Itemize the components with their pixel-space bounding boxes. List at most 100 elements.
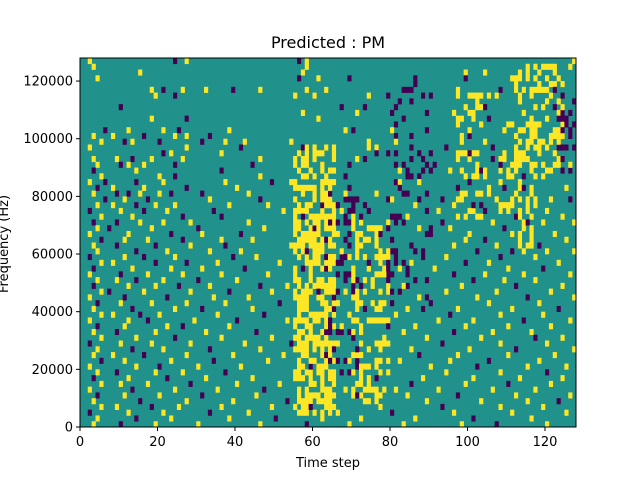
heatmap-cell — [386, 340, 391, 347]
heatmap-cell — [409, 380, 414, 387]
heatmap-cell — [207, 132, 213, 140]
heatmap-cell — [211, 357, 216, 364]
plot-frame — [79, 57, 577, 428]
heatmap-cell — [386, 248, 391, 255]
heatmap-cell — [366, 398, 371, 405]
heatmap-cell — [328, 179, 333, 186]
heatmap-cell — [533, 196, 538, 203]
heatmap-cell — [118, 380, 123, 387]
heatmap-cell — [324, 213, 329, 220]
heatmap-cell — [328, 375, 333, 382]
heatmap-cell — [459, 190, 464, 197]
heatmap-cell — [378, 305, 383, 312]
heatmap-cell — [328, 305, 333, 312]
heatmap-cell — [316, 277, 321, 284]
heatmap-cell — [281, 207, 286, 214]
heatmap-cell — [161, 277, 166, 284]
heatmap-cell — [444, 144, 449, 151]
heatmap-cell — [459, 167, 464, 174]
heatmap-cell — [502, 184, 507, 191]
heatmap-cell — [114, 403, 120, 411]
heatmap-cell — [138, 398, 143, 405]
heatmap-cell — [126, 190, 131, 197]
heatmap-cell — [95, 300, 100, 307]
heatmap-cell — [331, 254, 337, 261]
heatmap-cell — [374, 254, 379, 261]
y-axis: 0 20000 40000 60000 80000 100000 120000 — [23, 75, 80, 436]
heatmap-cell — [463, 150, 468, 157]
heatmap-cell — [366, 386, 371, 393]
heatmap-cell — [308, 403, 313, 411]
heatmap-cell — [397, 213, 402, 220]
heatmap-cell — [134, 277, 139, 284]
heatmap-cell — [409, 346, 414, 353]
heatmap-cell — [328, 317, 333, 324]
heatmap-cell — [331, 403, 337, 411]
heatmap-cell — [269, 403, 275, 411]
heatmap-cell — [521, 109, 526, 116]
heatmap-cell — [560, 127, 565, 134]
heatmap-cell — [370, 317, 375, 324]
heatmap-cell — [351, 294, 356, 301]
heatmap-cell — [118, 207, 123, 214]
heatmap-cell — [498, 86, 503, 93]
heatmap-cell — [320, 282, 325, 289]
heatmap-cell — [320, 352, 325, 359]
heatmap-cell — [324, 179, 329, 186]
heatmap-cell — [378, 346, 383, 353]
heatmap-cell — [537, 150, 542, 157]
heatmap-cell — [111, 352, 116, 359]
heatmap-cell — [351, 207, 356, 214]
heatmap-cell — [405, 392, 410, 399]
heatmap-cell — [382, 317, 387, 324]
heatmap-cell — [552, 69, 557, 76]
heatmap-cell — [227, 288, 232, 295]
heatmap-cell — [351, 202, 356, 209]
heatmap-cell — [347, 230, 352, 238]
heatmap-cell — [297, 207, 302, 214]
heatmap-cell — [149, 300, 154, 307]
heatmap-cell — [479, 104, 484, 111]
heatmap-cell — [297, 219, 302, 226]
heatmap-cell — [545, 421, 550, 428]
heatmap-cell — [324, 219, 329, 226]
heatmap-cell — [374, 225, 379, 232]
heatmap-cell — [304, 409, 309, 416]
heatmap-cell — [421, 92, 426, 99]
heatmap-cell — [173, 386, 178, 393]
heatmap-cell — [161, 409, 166, 416]
heatmap-cell — [328, 184, 333, 191]
heatmap-cell — [552, 86, 557, 93]
heatmap-cell — [246, 409, 251, 416]
heatmap-cell — [297, 305, 302, 312]
heatmap-cell — [142, 352, 147, 359]
heatmap-cell — [173, 305, 178, 312]
heatmap-cell — [521, 173, 526, 180]
heatmap-cell — [486, 184, 492, 191]
heatmap-cell — [184, 300, 189, 307]
heatmap-cell — [568, 127, 573, 134]
heatmap-cell — [386, 369, 391, 376]
heatmap-cell — [467, 150, 472, 157]
heatmap-cell — [424, 190, 430, 197]
heatmap-cell — [393, 150, 399, 157]
heatmap-cell — [91, 242, 96, 249]
heatmap-cell — [304, 259, 309, 266]
heatmap-cell — [293, 375, 298, 382]
heatmap-cell — [300, 213, 306, 220]
heatmap-cell — [359, 375, 364, 382]
heatmap-cell — [118, 161, 123, 168]
heatmap-cell — [359, 352, 364, 359]
heatmap-cell — [533, 173, 538, 180]
heatmap-cell — [510, 230, 515, 238]
heatmap-cell — [165, 294, 170, 301]
heatmap-cell — [374, 357, 379, 364]
heatmap-cell — [312, 409, 317, 416]
heatmap-cell — [320, 398, 325, 405]
heatmap-cell — [386, 92, 391, 99]
heatmap-cell — [196, 421, 201, 428]
heatmap-cell — [483, 104, 488, 111]
heatmap-cell — [142, 288, 147, 295]
heatmap-cell — [231, 352, 236, 359]
heatmap-cell — [130, 138, 135, 145]
